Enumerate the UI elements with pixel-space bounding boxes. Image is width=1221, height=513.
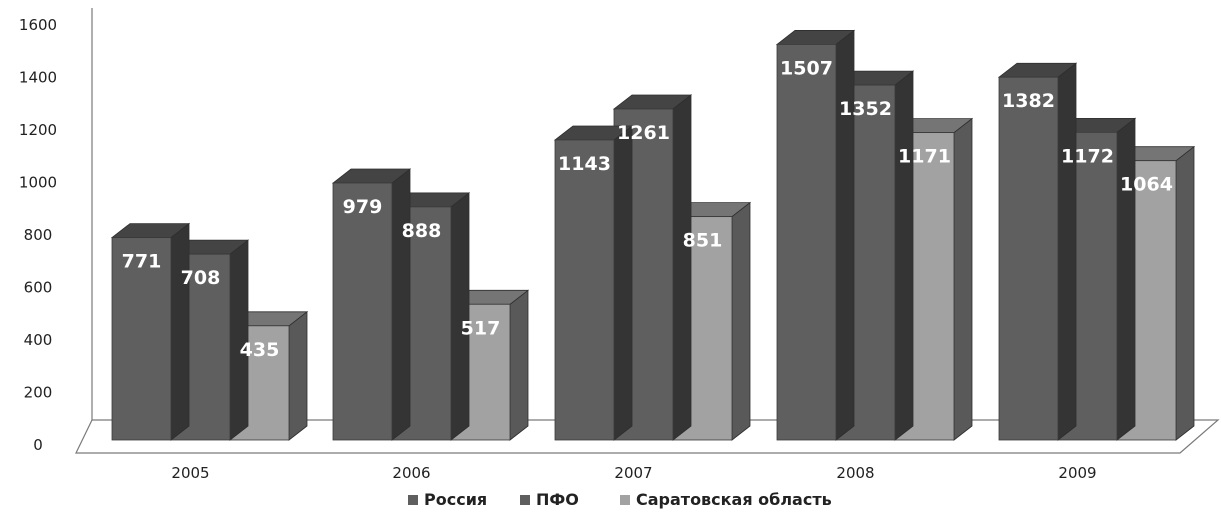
x-category-label: 2008 bbox=[836, 464, 874, 482]
x-category-label: 2006 bbox=[392, 464, 430, 482]
bar bbox=[332, 182, 393, 441]
bar-side bbox=[1175, 145, 1195, 441]
bar-side bbox=[1057, 62, 1077, 441]
bar bbox=[111, 237, 172, 441]
y-tick-label: 1000 bbox=[19, 174, 57, 192]
bar bbox=[776, 44, 837, 441]
data-label: 1143 bbox=[558, 153, 611, 175]
bar-side bbox=[1116, 117, 1136, 441]
legend-swatch bbox=[408, 495, 418, 505]
legend-entry: Саратовская область bbox=[636, 490, 832, 509]
x-category-label: 2009 bbox=[1058, 464, 1096, 482]
data-label: 771 bbox=[122, 251, 162, 273]
y-tick-label: 200 bbox=[24, 384, 53, 402]
y-tick-label: 1200 bbox=[19, 121, 57, 139]
data-label: 517 bbox=[461, 317, 501, 339]
bar-side bbox=[835, 29, 855, 441]
legend-swatch bbox=[520, 495, 530, 505]
bar bbox=[998, 76, 1059, 441]
y-tick-label: 1600 bbox=[19, 16, 57, 34]
data-label: 979 bbox=[343, 196, 383, 218]
data-label: 1064 bbox=[1120, 174, 1173, 196]
bar-side bbox=[953, 117, 973, 441]
data-label: 1171 bbox=[898, 146, 951, 168]
legend-swatch bbox=[620, 495, 630, 505]
data-label: 708 bbox=[181, 267, 221, 289]
data-label: 1352 bbox=[839, 98, 892, 120]
bar-side bbox=[894, 70, 914, 441]
x-category-label: 2007 bbox=[614, 464, 652, 482]
y-tick-label: 0 bbox=[33, 436, 43, 454]
x-category-label: 2005 bbox=[171, 464, 209, 482]
bar-side bbox=[391, 168, 411, 441]
data-label: 1382 bbox=[1002, 90, 1055, 112]
y-tick-label: 800 bbox=[24, 226, 53, 244]
y-tick-label: 1400 bbox=[19, 69, 57, 87]
bar-side bbox=[509, 289, 529, 441]
data-label: 888 bbox=[402, 220, 442, 242]
data-label: 1172 bbox=[1061, 145, 1114, 167]
legend-entry: Россия bbox=[424, 490, 487, 509]
legend-entry: ПФО bbox=[536, 490, 579, 509]
y-tick-label: 600 bbox=[24, 279, 53, 297]
data-label: 435 bbox=[240, 339, 280, 361]
bar bbox=[554, 139, 615, 441]
data-label: 1261 bbox=[617, 122, 670, 144]
y-tick-label: 400 bbox=[24, 331, 53, 349]
data-label: 1507 bbox=[780, 57, 833, 79]
bar-side bbox=[170, 222, 190, 441]
data-label: 851 bbox=[683, 230, 723, 252]
bar-side bbox=[288, 310, 308, 441]
bar-side bbox=[731, 201, 751, 441]
bar-side bbox=[613, 125, 633, 441]
bar-side bbox=[672, 94, 692, 441]
